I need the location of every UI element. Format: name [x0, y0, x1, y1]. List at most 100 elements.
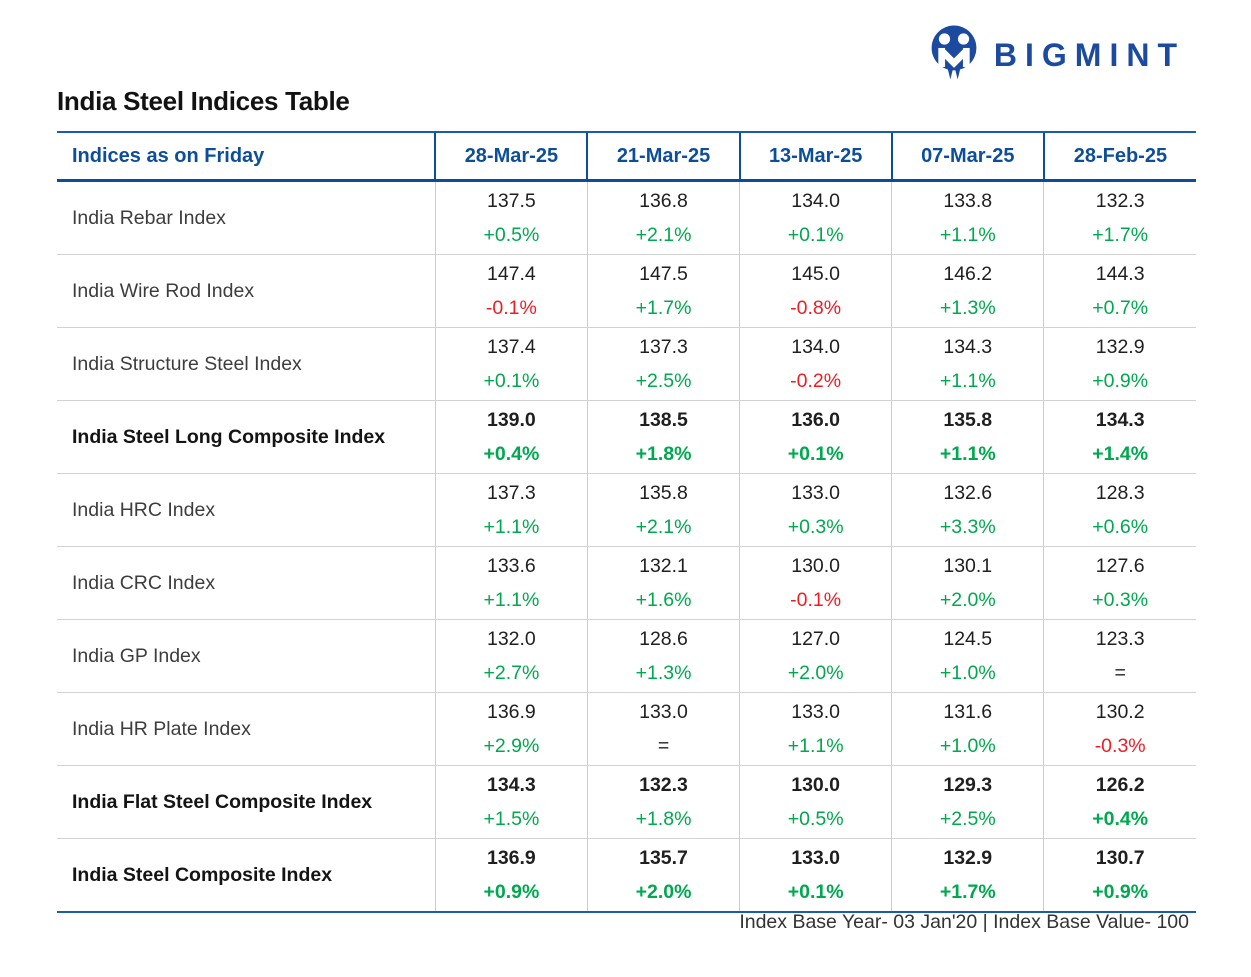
index-data-cell: 137.3 +2.5%	[586, 327, 740, 401]
index-value: 133.0	[639, 701, 688, 723]
index-value: 130.2	[1095, 701, 1145, 723]
index-data-cell: 137.5 +0.5%	[434, 180, 588, 255]
table-row: India Steel Composite Index 136.9 +0.9% 135…	[57, 838, 1196, 913]
index-value: 138.5	[639, 409, 688, 431]
index-change-percent: +2.0%	[787, 662, 844, 684]
index-data-cell: 135.8 +2.1%	[586, 473, 740, 547]
index-value: 135.8	[943, 409, 993, 431]
index-change-percent: +0.1%	[787, 443, 844, 465]
index-change-percent: -0.1%	[790, 589, 842, 611]
index-name-label: India HR Plate Index	[57, 692, 436, 766]
column-header-indices-as-on-friday: Indices as on Friday	[57, 131, 436, 182]
index-change-percent: +1.1%	[483, 589, 540, 611]
index-data-cell: 133.6 +1.1%	[434, 546, 588, 620]
index-change-percent: +1.3%	[939, 297, 996, 319]
index-value: 133.0	[791, 482, 841, 504]
index-change-percent: +1.7%	[939, 881, 996, 903]
index-value: 137.3	[639, 336, 688, 358]
index-value: 136.9	[486, 847, 536, 869]
index-data-cell: 130.7 +0.9%	[1043, 838, 1196, 913]
table-row: India HRC Index 137.3 +1.1% 135.8 +2.1% 133.0…	[57, 473, 1196, 547]
index-value: 135.8	[639, 482, 688, 504]
index-value: 134.0	[791, 336, 841, 358]
index-value: 135.7	[639, 847, 688, 869]
index-value: 132.9	[1095, 336, 1145, 358]
index-change-percent: +2.7%	[483, 662, 540, 684]
index-data-cell: 133.0 +1.1%	[739, 692, 892, 766]
index-change-percent: +1.1%	[939, 370, 996, 392]
index-value: 127.0	[791, 628, 841, 650]
index-value: 145.0	[791, 263, 841, 285]
table-body: India Rebar Index 137.5 +0.5% 136.8 +2.1% 134…	[57, 180, 1196, 913]
index-change-percent: +0.1%	[787, 224, 844, 246]
index-change-percent: +1.0%	[939, 735, 996, 757]
index-value: 130.0	[791, 774, 841, 796]
index-value: 124.5	[943, 628, 993, 650]
index-data-cell: 126.2 +0.4%	[1043, 765, 1196, 839]
index-change-percent: +0.3%	[1092, 589, 1149, 611]
index-change-percent: +1.1%	[787, 735, 844, 757]
bigmint-logo-text: BIGMINT	[993, 37, 1185, 73]
table-row: India Flat Steel Composite Index 134.3 +1.…	[57, 765, 1196, 839]
index-base-footnote: Index Base Year- 03 Jan'20 | Index Base …	[739, 911, 1189, 933]
index-change-percent: +2.5%	[635, 370, 692, 392]
index-change-percent: +1.7%	[635, 297, 692, 319]
index-value: 137.3	[486, 482, 536, 504]
index-data-cell: 130.2 -0.3%	[1043, 692, 1196, 766]
index-change-percent: +0.4%	[1092, 808, 1149, 830]
index-value: 133.0	[791, 701, 841, 723]
index-value: 134.0	[791, 190, 841, 212]
index-change-percent: +1.1%	[939, 443, 996, 465]
index-change-percent: -0.1%	[485, 297, 537, 319]
table-header-row: Indices as on Friday 28-Mar-25 21-Mar-25 13…	[57, 131, 1196, 182]
index-value: 127.6	[1095, 555, 1145, 577]
index-data-cell: 147.4 -0.1%	[434, 254, 588, 328]
index-value: 144.3	[1095, 263, 1145, 285]
index-data-cell: 136.9 +2.9%	[434, 692, 588, 766]
index-value: 147.4	[486, 263, 536, 285]
index-value: 133.0	[791, 847, 841, 869]
index-value: 131.6	[943, 701, 993, 723]
index-change-percent: =	[657, 735, 670, 757]
index-value: 136.0	[791, 409, 841, 431]
index-change-percent: =	[1114, 662, 1126, 684]
index-value: 134.3	[1095, 409, 1145, 431]
index-data-cell: 134.3 +1.1%	[891, 327, 1044, 401]
index-data-cell: 134.3 +1.5%	[434, 765, 588, 839]
bigmint-logo: BIGMINT	[926, 22, 1185, 84]
steel-indices-table: Indices as on Friday 28-Mar-25 21-Mar-25 13…	[57, 131, 1196, 913]
table-row: India CRC Index 133.6 +1.1% 132.1 +1.6% 130.0…	[57, 546, 1196, 620]
index-change-percent: -0.3%	[1094, 735, 1146, 757]
index-data-cell: 133.0 =	[586, 692, 740, 766]
index-data-cell: 133.0 +0.1%	[739, 838, 892, 913]
index-name-label: India GP Index	[57, 619, 436, 693]
index-data-cell: 134.3 +1.4%	[1043, 400, 1196, 474]
table-row: India HR Plate Index 136.9 +2.9% 133.0 = 133.…	[57, 692, 1196, 766]
index-change-percent: +0.5%	[787, 808, 844, 830]
index-change-percent: +2.9%	[483, 735, 540, 757]
index-change-percent: +2.5%	[939, 808, 996, 830]
index-change-percent: +1.3%	[635, 662, 692, 684]
index-value: 139.0	[486, 409, 536, 431]
index-value: 132.1	[639, 555, 688, 577]
bigmint-logo-mark-icon	[931, 25, 977, 80]
index-data-cell: 132.1 +1.6%	[586, 546, 740, 620]
index-value: 137.5	[486, 190, 536, 212]
index-change-percent: +1.4%	[1092, 443, 1149, 465]
index-data-cell: 129.3 +2.5%	[891, 765, 1044, 839]
column-header-date: 07-Mar-25	[890, 131, 1044, 182]
index-data-cell: 138.5 +1.8%	[586, 400, 740, 474]
index-change-percent: +2.0%	[939, 589, 996, 611]
index-data-cell: 127.0 +2.0%	[739, 619, 892, 693]
index-value: 130.0	[791, 555, 841, 577]
index-change-percent: +0.9%	[483, 881, 540, 903]
index-data-cell: 124.5 +1.0%	[891, 619, 1044, 693]
index-data-cell: 134.0 -0.2%	[739, 327, 892, 401]
index-data-cell: 136.8 +2.1%	[586, 180, 740, 255]
index-data-cell: 132.6 +3.3%	[891, 473, 1044, 547]
index-data-cell: 132.0 +2.7%	[434, 619, 588, 693]
index-data-cell: 132.3 +1.7%	[1043, 180, 1196, 255]
index-change-percent: +1.5%	[483, 808, 540, 830]
index-value: 123.3	[1095, 628, 1145, 650]
index-value: 133.6	[486, 555, 536, 577]
